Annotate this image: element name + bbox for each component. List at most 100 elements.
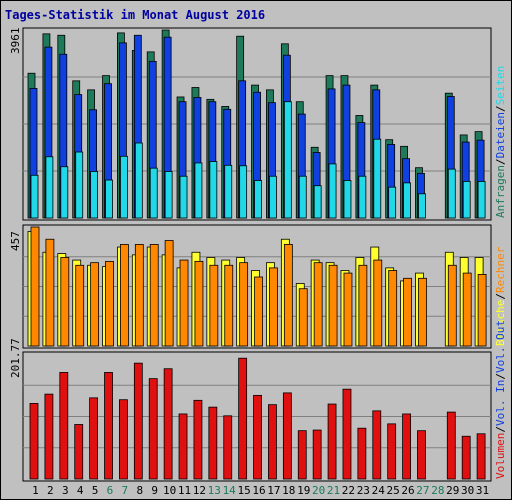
bar-rechner — [283, 244, 293, 347]
x-tick-label: 14 — [223, 484, 237, 497]
bar-seiten — [477, 181, 486, 219]
bar-rechner — [298, 288, 308, 347]
bar-rechner — [45, 238, 55, 347]
bar-volumen — [148, 378, 158, 480]
bar-rechner — [388, 270, 398, 347]
bar-seiten — [403, 182, 411, 219]
bar-seiten — [254, 180, 262, 219]
bar-rechner — [90, 262, 100, 347]
series-legend: Anfragen/Dateien/Seiten — [494, 66, 507, 218]
x-tick-label: 31 — [476, 484, 489, 497]
bar-volumen — [223, 415, 233, 480]
bar-seiten — [120, 155, 128, 219]
bar-volumen — [44, 393, 54, 480]
x-tick-label: 27 — [416, 484, 429, 497]
bar-volumen — [163, 368, 173, 480]
x-tick-label: 4 — [77, 484, 84, 497]
legend-entry: Vol. Out — [494, 320, 507, 373]
bar-volumen — [268, 404, 277, 480]
chart-title: Tages-Statistik im Monat August 2016 — [5, 8, 265, 22]
bar-volumen — [357, 427, 367, 480]
legend-separator: / — [494, 426, 507, 433]
x-tick-label: 20 — [312, 484, 325, 497]
bar-seiten — [45, 156, 54, 219]
x-tick-label: 9 — [151, 484, 158, 497]
bar-rechner — [343, 272, 353, 347]
x-tick-label: 5 — [92, 484, 99, 497]
bar-volumen — [89, 397, 99, 480]
bar-volumen — [297, 430, 307, 480]
bar-volumen — [461, 435, 471, 480]
bar-volumen — [104, 372, 113, 480]
bar-rechner — [105, 260, 114, 347]
legend-entry: Volumen — [494, 433, 507, 479]
bar-seiten — [418, 193, 426, 219]
x-tick-label: 24 — [372, 484, 386, 497]
bar-rechner — [134, 244, 144, 347]
bar-rechner — [477, 273, 487, 347]
bar-seiten — [90, 171, 99, 219]
bar-rechner — [149, 244, 159, 347]
chart-panels: 3961Anfragen/Dateien/Seiten457Besuche/Re… — [9, 27, 507, 482]
bar-seiten — [328, 163, 337, 219]
x-tick-label: 13 — [208, 484, 221, 497]
x-tick-label: 28 — [431, 484, 444, 497]
bar-volumen — [29, 403, 39, 480]
bar-volumen — [119, 399, 128, 480]
bar-volumen — [74, 424, 84, 480]
bar-rechner — [30, 226, 40, 347]
series-legend: Besuche/Rechner — [494, 246, 507, 346]
x-tick-label: 10 — [163, 484, 176, 497]
x-tick-label: 21 — [327, 484, 340, 497]
bar-seiten — [388, 186, 397, 219]
legend-separator: / — [494, 373, 507, 380]
bar-seiten — [105, 179, 113, 219]
bar-seiten — [343, 180, 352, 219]
bar-rechner — [447, 264, 457, 347]
bar-seiten — [60, 166, 69, 219]
bar-seiten — [224, 164, 233, 219]
bar-rechner — [373, 259, 383, 347]
x-tick-label: 3 — [62, 484, 69, 497]
bar-rechner — [328, 264, 338, 347]
y-max-label: 201.77 — [9, 338, 22, 378]
bar-volumen — [133, 362, 143, 480]
bar-volumen — [238, 357, 248, 480]
panel-volume: 201.77 Volumen/Vol. In/Vol. Out — [9, 320, 507, 482]
x-tick-label: 17 — [267, 484, 280, 497]
x-axis-labels: 1 2 3 4 5 6 7 8 9 10 11 12 13 14 15 16 17 18 19 20 21 22 23 24 2… — [32, 484, 489, 497]
bar-volumen — [253, 394, 262, 480]
bar-rechner — [358, 264, 368, 347]
legend-entry: Rechner — [494, 246, 507, 293]
bar-volumen — [327, 403, 337, 480]
x-tick-label: 6 — [107, 484, 114, 497]
bar-volumen — [372, 410, 382, 480]
bar-seiten — [209, 161, 218, 219]
bar-rechner — [403, 277, 412, 347]
bar-seiten — [75, 151, 84, 219]
bar-volumen — [446, 411, 456, 480]
y-max-label: 457 — [9, 231, 22, 251]
x-tick-label: 8 — [136, 484, 143, 497]
bar-seiten — [30, 174, 39, 219]
bar-seiten — [313, 185, 322, 219]
legend-entry: Anfragen — [494, 165, 507, 218]
x-tick-label: 11 — [178, 484, 191, 497]
x-tick-label: 29 — [446, 484, 459, 497]
legend-separator: / — [494, 158, 507, 165]
bar-rechner — [462, 272, 472, 347]
x-tick-label: 19 — [297, 484, 310, 497]
bar-rechner — [313, 262, 323, 347]
bar-volumen — [476, 433, 486, 480]
x-tick-label: 16 — [252, 484, 265, 497]
bar-seiten — [194, 162, 203, 219]
legend-separator: / — [494, 105, 507, 112]
bar-rechner — [179, 259, 189, 347]
series-legend: Volumen/Vol. In/Vol. Out — [494, 320, 507, 479]
bar-volumen — [282, 392, 292, 480]
bar-volumen — [387, 423, 397, 480]
legend-entry: Seiten — [494, 66, 507, 106]
bar-rechner — [209, 264, 219, 347]
bar-volumen — [208, 406, 218, 480]
